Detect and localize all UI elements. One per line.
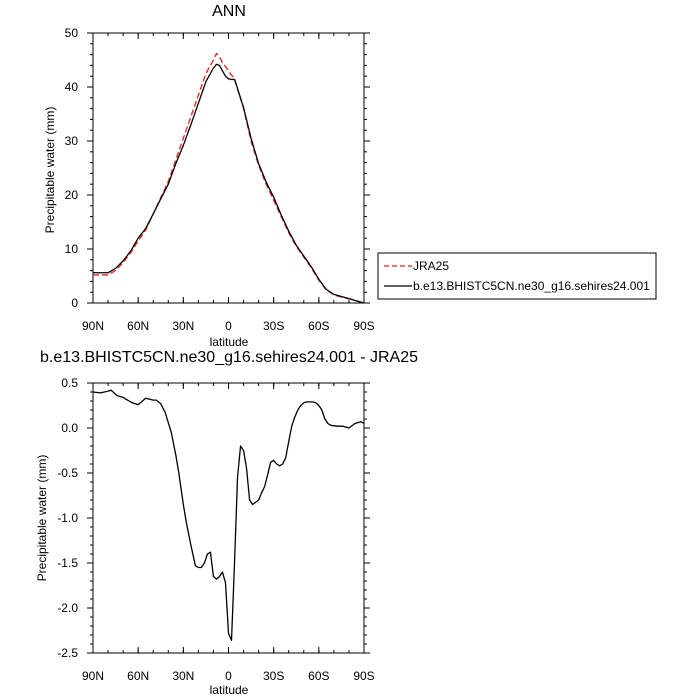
bottom-y-tick-label: 0.5	[61, 376, 78, 390]
bottom-x-tick-label: 0	[225, 669, 232, 683]
bottom-y-tick-label: -0.5	[57, 466, 78, 480]
top-x-axis-label: latitude	[210, 335, 249, 349]
bottom-y-tick-label: -2.5	[57, 646, 78, 660]
bottom-y-tick-label: 0.0	[61, 421, 78, 435]
legend-label-jra25: JRA25	[413, 259, 449, 273]
top-x-tick-label: 60N	[127, 319, 149, 333]
top-y-tick-label: 40	[65, 80, 79, 94]
top-x-tick-label: 90N	[82, 319, 104, 333]
legend: JRA25 b.e13.BHISTC5CN.ne30_g16.sehires24…	[377, 252, 657, 300]
bottom-series-line-0	[92, 389, 365, 642]
bottom-x-tick-label: 60N	[127, 669, 149, 683]
bottom-x-tick-label: 90S	[353, 669, 374, 683]
legend-label-model: b.e13.BHISTC5CN.ne30_g16.sehires24.001	[413, 279, 650, 293]
top-series-line-0	[93, 52, 365, 304]
top-series-line-1	[93, 63, 365, 304]
top-x-tick-label: 30S	[263, 319, 284, 333]
top-x-tick-label: 60S	[308, 319, 329, 333]
legend-box	[377, 252, 657, 300]
top-x-tick-label: 0	[225, 319, 232, 333]
top-y-tick-label: 10	[65, 242, 79, 256]
top-plot-area: 90N 60N 30N 0 30S 60S 90S 0 10 20 30 40 50	[65, 26, 375, 333]
bottom-plot-frame	[92, 382, 365, 654]
top-y-tick-label: 0	[71, 296, 78, 310]
bottom-x-tick-label: 30S	[263, 669, 284, 683]
bottom-x-tick-label: 30N	[172, 669, 194, 683]
bottom-chart-title: b.e13.BHISTC5CN.ne30_g16.sehires24.001 -…	[40, 349, 418, 366]
bottom-y-tick-label: -1.0	[57, 511, 78, 525]
bottom-x-tick-label: 60S	[308, 669, 329, 683]
bottom-y-axis-label: Precipitable water (mm)	[35, 455, 49, 582]
bottom-y-tick-label: -2.0	[57, 601, 78, 615]
bottom-plot-area: 90N 60N 30N 0 30S 60S 90S 0.5 0.0 -0.5 -1.0 -1.5 -2.…	[57, 376, 374, 683]
top-plot-frame	[92, 32, 365, 304]
bottom-x-axis-label: latitude	[210, 683, 249, 697]
top-y-tick-label: 30	[65, 134, 79, 148]
top-x-tick-label: 30N	[172, 319, 194, 333]
top-y-tick-label: 20	[65, 188, 79, 202]
bottom-y-tick-label: -1.5	[57, 556, 78, 570]
bottom-x-tick-label: 90N	[82, 669, 104, 683]
top-chart-title: ANN	[212, 3, 246, 20]
top-y-tick-label: 50	[65, 26, 79, 40]
top-y-axis-label: Precipitable water (mm)	[43, 107, 57, 234]
top-x-tick-label: 90S	[353, 319, 374, 333]
